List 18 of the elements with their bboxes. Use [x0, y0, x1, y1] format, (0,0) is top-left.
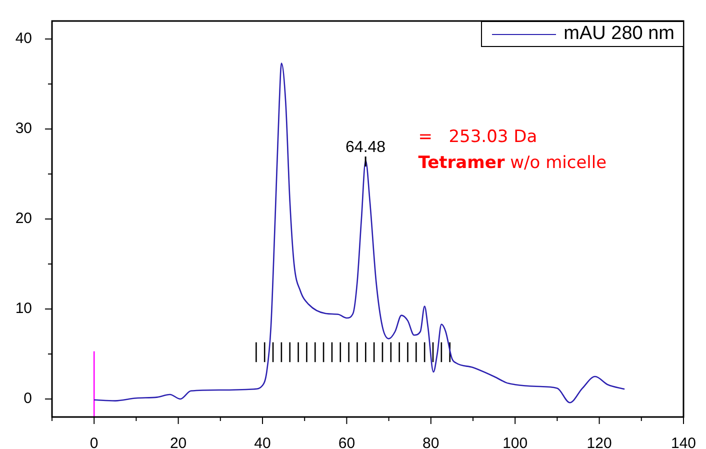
x-tick-label: 20 — [170, 435, 187, 449]
x-tick-label: 40 — [254, 435, 271, 449]
x-tick-label: 120 — [586, 435, 612, 449]
x-tick-label: 140 — [670, 435, 696, 449]
annotation: 64.48 — [346, 138, 386, 156]
y-tick-label: 30 — [15, 120, 32, 138]
y-tick-label: 0 — [24, 390, 32, 408]
annotation: = 253.03 Da — [418, 126, 538, 147]
y-tick-label: 10 — [15, 300, 32, 318]
y-tick-label: 40 — [15, 30, 32, 48]
legend-label: mAU 280 nm — [564, 23, 674, 45]
x-tick-label: 100 — [502, 435, 528, 449]
x-tick-label: 80 — [422, 435, 440, 449]
x-tick-label: 0 — [90, 435, 98, 449]
x-tick-label: 60 — [338, 435, 356, 449]
annotation: Tetramer w/o micelle — [418, 152, 607, 173]
y-tick-label: 20 — [15, 210, 32, 228]
line-series — [93, 62, 626, 404]
